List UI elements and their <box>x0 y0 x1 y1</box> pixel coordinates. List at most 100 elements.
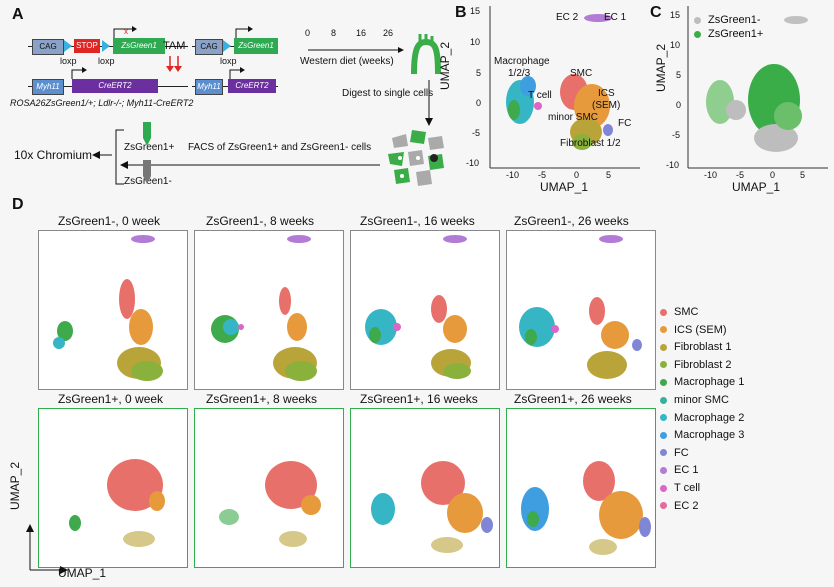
legend-dot-icon <box>660 414 667 422</box>
loxp-icon <box>102 40 110 52</box>
legend-item: Macrophage 3 <box>660 429 744 441</box>
cag-promoter: CAG <box>32 39 64 55</box>
chromium-arrow <box>92 151 112 159</box>
diet-tick: 0 <box>305 28 311 38</box>
b-xtick: 0 <box>574 170 580 180</box>
d-ylabel: UMAP_2 <box>8 461 22 510</box>
legend-dot-icon <box>660 484 667 492</box>
b-xlabel: UMAP_1 <box>540 180 589 194</box>
d-title-r1c1: ZsGreen1-, 0 week <box>58 214 161 228</box>
genotype-label: ROSA26ZsGreen1/+; Ldlr-/-; Myh11-CreERT2 <box>10 98 194 108</box>
b-label-fc: FC <box>618 118 632 129</box>
creert2-gene: CreERT2 <box>228 79 276 93</box>
legend-dot-icon <box>694 30 701 38</box>
legend-label: minor SMC <box>674 394 730 406</box>
zsgreen-gene: ZsGreen1 <box>234 38 278 54</box>
legend-label: FC <box>674 446 689 459</box>
legend-dot-icon <box>660 308 667 316</box>
legend-dot-icon <box>660 326 667 334</box>
myh11-promoter: Myh11 <box>195 79 223 95</box>
umap-neg-26wk <box>506 230 656 390</box>
legend-label: Fibroblast 1 <box>674 341 732 354</box>
legend-item: minor SMC <box>660 394 729 406</box>
c-legend-pos: ZsGreen1+ <box>694 28 763 40</box>
legend-dot-icon <box>660 378 667 386</box>
legend-label: Macrophage 2 <box>674 411 745 424</box>
legend-item: ICS (SEM) <box>660 324 727 336</box>
d-title-r2c1: ZsGreen1+, 0 week <box>58 392 164 406</box>
c-ytick: -10 <box>666 160 680 170</box>
promoter-arrow-icon <box>235 26 253 38</box>
panel-label-a: A <box>12 6 24 23</box>
legend-item: EC 2 <box>660 500 698 512</box>
loxp-icon <box>223 40 231 52</box>
c-ytick: 15 <box>670 10 681 20</box>
d-axis-indicator <box>26 524 68 574</box>
single-cells-icon <box>388 130 444 186</box>
loxp-label: loxp <box>60 56 77 66</box>
d-title-r2c2: ZsGreen1+, 8 weeks <box>206 392 318 406</box>
panel-label-c: C <box>650 4 662 21</box>
tube-green-icon <box>143 122 151 146</box>
b-label-mac-num: 1/2/3 <box>508 68 531 79</box>
b-ytick: -5 <box>472 128 481 138</box>
diet-label: Western diet (weeks) <box>300 56 394 67</box>
d-title-r1c3: ZsGreen1-, 16 weeks <box>360 214 475 228</box>
c-ytick: 5 <box>676 70 682 80</box>
c-xtick: -10 <box>704 170 718 180</box>
umap-neg-8wk <box>194 230 344 390</box>
c-xtick: -5 <box>736 170 745 180</box>
legend-label: Fibroblast 2 <box>674 358 732 371</box>
legend-item: SMC <box>660 306 698 318</box>
legend-label: T cell <box>674 482 701 494</box>
umap-pos-0wk <box>38 408 188 568</box>
c-ytick: -5 <box>672 130 681 140</box>
d-title-r1c4: ZsGreen1-, 26 weeks <box>514 214 629 228</box>
b-ylabel: UMAP_2 <box>438 41 452 90</box>
b-xtick: -10 <box>506 170 520 180</box>
legend-item: Fibroblast 2 <box>660 359 731 371</box>
zsgreen-gene: ZsGreen1 <box>113 38 165 54</box>
umap-neg-16wk <box>350 230 500 390</box>
svg-text:x: x <box>124 27 128 36</box>
legend-item: Macrophage 1 <box>660 376 744 388</box>
c-xtick: 5 <box>800 170 806 180</box>
legend-item: EC 1 <box>660 464 698 476</box>
promoter-arrow-icon <box>229 67 245 79</box>
bracket <box>115 129 124 185</box>
legend-label: Macrophage 3 <box>674 429 745 442</box>
loxp-label: loxp <box>220 56 237 66</box>
umap-c-plot <box>687 6 828 169</box>
c-xlabel: UMAP_1 <box>732 180 781 194</box>
legend-item: Fibroblast 1 <box>660 341 731 353</box>
digest-label: Digest to single cells <box>342 88 434 99</box>
chromium-label: 10x Chromium <box>14 148 93 162</box>
legend-label: Macrophage 1 <box>674 376 745 389</box>
cag-promoter: CAG <box>195 39 223 55</box>
b-ytick: 15 <box>470 6 481 16</box>
aorta-icon <box>411 34 441 75</box>
tam-arrows-icon <box>166 56 182 72</box>
myh11-promoter: Myh11 <box>32 79 64 95</box>
zsgreen-pos-label: ZsGreen1+ <box>124 142 175 153</box>
c-legend-neg: ZsGreen1- <box>694 14 761 26</box>
umap-neg-0wk <box>38 230 188 390</box>
umap-pos-26wk <box>506 408 656 568</box>
digest-arrow <box>425 80 433 126</box>
b-ytick: -10 <box>466 158 480 168</box>
b-xtick: 5 <box>606 170 612 180</box>
legend-dot-icon <box>660 502 667 510</box>
legend-item: FC <box>660 447 689 459</box>
tube-grey-icon <box>143 160 151 184</box>
legend-label: EC 2 <box>674 499 699 512</box>
legend-dot-icon <box>660 449 667 457</box>
b-label-macrophage: Macrophage <box>494 56 550 67</box>
legend-dot-icon <box>660 431 667 439</box>
diet-tick: 26 <box>383 28 394 38</box>
legend-dot-icon <box>660 466 667 474</box>
facs-label: FACS of ZsGreen1+ and ZsGreen1- cells <box>188 142 372 153</box>
b-label-minor-smc: minor SMC <box>548 112 599 123</box>
panel-label-d: D <box>12 196 24 213</box>
b-label-sem: (SEM) <box>592 100 621 111</box>
b-label-ec1: EC 1 <box>604 12 627 23</box>
